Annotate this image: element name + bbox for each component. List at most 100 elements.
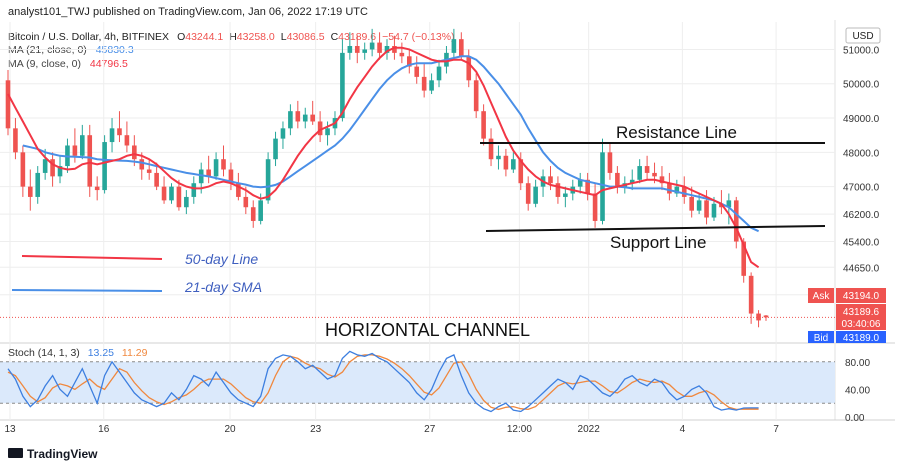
candle <box>399 42 405 64</box>
candle <box>592 183 598 228</box>
stoch-k-value: 13.25 <box>88 347 114 359</box>
candle-body <box>109 128 115 143</box>
candle-body <box>644 166 650 173</box>
candle <box>302 107 308 129</box>
candle <box>154 162 159 191</box>
candle <box>206 155 211 184</box>
price-tick-label: 46200.0 <box>843 210 880 221</box>
time-tick-label: 2022 <box>578 424 601 435</box>
candle-body <box>763 315 769 318</box>
candle-body <box>511 159 516 170</box>
ma50-legend-line <box>21 255 163 260</box>
time-axis[interactable]: 13 16 20 23 27 12:00 2022 4 7 <box>4 424 779 435</box>
support-line[interactable] <box>485 225 826 232</box>
candle-body <box>191 183 197 197</box>
ma21-legend: MA (21, close, 0) 45830.3 <box>8 44 134 56</box>
candle <box>496 145 501 170</box>
bar-countdown: 03:40:06 <box>842 319 881 330</box>
support-label: Support Line <box>610 233 706 252</box>
ma21-label: MA (21, close, 0) <box>8 44 87 56</box>
candle-body <box>362 49 368 53</box>
candle-body <box>154 172 159 187</box>
bid-tag-label-bg <box>808 331 834 343</box>
candle <box>191 176 197 204</box>
candle-body <box>161 186 167 201</box>
candle-body <box>213 159 219 177</box>
ohlc-l-value: 43086.5 <box>287 31 325 43</box>
price-tick-label: 47000.0 <box>843 183 880 194</box>
candle-body <box>577 179 583 187</box>
candle <box>704 190 709 225</box>
candle-body <box>42 159 48 173</box>
candle <box>50 152 55 187</box>
candle-body <box>57 166 63 177</box>
candle <box>525 176 531 211</box>
candle <box>659 166 665 191</box>
candle <box>459 32 464 60</box>
ohlc-l-key: L <box>281 31 287 43</box>
candle <box>265 152 271 204</box>
ohlc-h-key: H <box>229 31 237 43</box>
resistance-label: Resistance Line <box>616 123 737 142</box>
candle-body <box>288 111 293 129</box>
symbol-title: Bitcoin / U.S. Dollar, 4h, BITFINEX <box>8 31 169 43</box>
candle-body <box>756 313 761 321</box>
candle-body <box>503 155 509 170</box>
candle-body <box>466 56 472 81</box>
candle-body <box>347 46 353 53</box>
candle-body <box>50 159 55 177</box>
candle-body <box>124 135 130 146</box>
last-price-value: 43189.6 <box>843 307 880 318</box>
candle-body <box>674 186 680 194</box>
candle <box>176 179 182 211</box>
candle <box>421 63 427 98</box>
candle <box>146 159 152 180</box>
candle-body <box>5 80 11 129</box>
candle-body <box>399 52 405 57</box>
candle <box>362 42 368 60</box>
candle-body <box>607 152 613 173</box>
candle <box>42 148 48 180</box>
candle-body <box>563 193 568 197</box>
stoch-k-line <box>7 350 759 413</box>
candle-body <box>637 166 642 180</box>
candle-body <box>273 138 278 160</box>
candle-body <box>228 169 234 184</box>
candle-body <box>481 111 486 139</box>
candle-body <box>473 80 479 112</box>
candle <box>347 32 353 60</box>
candle <box>473 73 479 119</box>
candle-body <box>429 80 434 91</box>
candle-body <box>176 186 182 208</box>
ohlc-o-key: O <box>177 31 185 43</box>
candle <box>221 145 226 177</box>
candle <box>414 56 420 84</box>
candle-body <box>384 46 390 53</box>
brand-name: TradingView <box>27 447 98 461</box>
candle-body <box>629 179 635 184</box>
stoch-axis[interactable]: 80.00 40.00 0.00 <box>845 358 870 424</box>
candle-body <box>206 169 211 177</box>
ma50-label: 50-day Line <box>185 251 258 267</box>
grid <box>0 22 835 420</box>
candle <box>161 176 167 204</box>
candle-body <box>659 176 665 184</box>
candle-body <box>80 135 85 156</box>
candle <box>250 200 256 228</box>
currency-badge[interactable] <box>845 27 881 44</box>
candle <box>429 73 434 95</box>
candle-body <box>726 200 732 208</box>
candle <box>748 272 754 324</box>
tradingview-logo[interactable]: TradingView <box>8 447 98 461</box>
candle-body <box>592 193 598 221</box>
candle <box>369 28 375 57</box>
stoch-label: Stoch (14, 1, 3) <box>8 347 80 359</box>
time-tick-label: 23 <box>310 424 322 435</box>
candle <box>295 100 301 129</box>
candle-body <box>35 172 41 197</box>
candle-body <box>139 159 145 170</box>
candle <box>109 118 115 153</box>
candle <box>13 118 18 160</box>
candle-body <box>496 155 501 160</box>
